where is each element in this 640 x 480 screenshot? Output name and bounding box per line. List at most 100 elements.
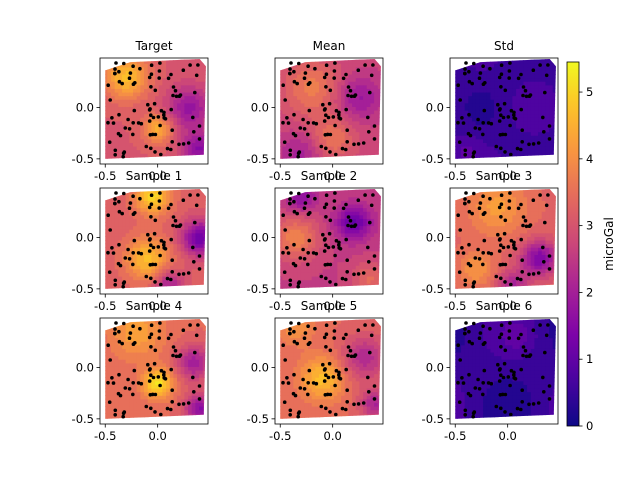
contour-cell — [188, 247, 193, 252]
contour-cell — [359, 113, 364, 118]
contour-cell — [202, 196, 206, 201]
contour-cell — [359, 63, 364, 68]
contour-cell — [311, 225, 316, 230]
contour-cell — [166, 236, 171, 241]
contour-cell — [352, 120, 357, 125]
contour-cell — [333, 84, 338, 89]
contour-cell — [552, 66, 556, 71]
contour-cell — [188, 221, 193, 227]
contour-cell — [105, 106, 108, 111]
contour-cell — [311, 211, 316, 216]
contour-cell — [293, 59, 298, 64]
contour-cell — [308, 265, 313, 270]
contour-cell — [319, 229, 324, 234]
axes-frame — [99, 187, 209, 295]
contour-cell — [202, 149, 206, 154]
contour-cell — [107, 106, 112, 111]
contour-cell — [206, 240, 210, 244]
station-marker — [177, 224, 182, 228]
contour-cell — [133, 99, 138, 104]
contour-cell — [556, 132, 560, 136]
contour-cell — [352, 73, 357, 79]
contour-cell — [508, 120, 513, 125]
contour-cell — [337, 272, 342, 277]
contour-cell — [359, 77, 364, 82]
contour-cell — [330, 265, 335, 270]
contour-cell — [483, 127, 488, 133]
station-marker — [117, 79, 122, 84]
contour-cell — [125, 124, 130, 129]
contour-cell — [377, 59, 381, 64]
contour-cell — [330, 189, 335, 194]
contour-cell — [475, 145, 480, 151]
contour-cell — [129, 239, 134, 245]
contour-cell — [344, 113, 349, 118]
contour-cell — [363, 189, 368, 191]
contour-cell — [326, 207, 331, 212]
contour-cell — [333, 261, 338, 266]
contour-cell — [330, 84, 335, 89]
contour-cell — [374, 236, 379, 241]
contour-cell — [125, 196, 130, 201]
station-marker — [147, 108, 152, 112]
contour-cell — [464, 135, 469, 140]
contour-cell — [541, 117, 547, 122]
contour-cell — [282, 102, 287, 107]
contour-cell — [505, 127, 510, 133]
contour-cell — [282, 73, 287, 79]
contour-cell — [155, 99, 160, 104]
contour-cell — [534, 99, 539, 104]
contour-cell — [377, 99, 381, 104]
contour-cell — [512, 63, 517, 68]
contour-cell — [293, 207, 298, 212]
contour-cell — [468, 145, 473, 151]
contour-cell — [155, 247, 160, 252]
contour-cell — [282, 221, 287, 227]
contour-cell — [370, 261, 375, 266]
contour-cell — [188, 218, 193, 223]
contour-cell — [333, 113, 338, 118]
contour-cell — [330, 279, 335, 284]
contour-cell — [144, 193, 149, 198]
contour-cell — [486, 106, 491, 111]
contour-cell — [377, 283, 381, 288]
contour-cell — [374, 102, 379, 107]
contour-cell — [180, 207, 186, 212]
contour-cell — [184, 117, 189, 122]
contour-cell — [457, 73, 462, 79]
contour-cell — [151, 211, 156, 216]
station-marker — [117, 199, 121, 204]
contour-cell — [114, 218, 119, 223]
contour-cell — [158, 117, 163, 122]
contour-cell — [377, 106, 381, 111]
contour-cell — [144, 127, 149, 133]
contour-cell — [494, 153, 499, 158]
contour-cell — [363, 120, 368, 125]
contour-cell — [381, 283, 385, 287]
contour-cell — [352, 63, 357, 68]
contour-cell — [333, 265, 338, 270]
contour-cell — [136, 153, 141, 158]
contour-cell — [545, 102, 550, 107]
station-marker — [149, 193, 154, 197]
contour-cell — [519, 77, 524, 82]
contour-cell — [195, 247, 200, 252]
contour-cell — [359, 207, 364, 212]
contour-cell — [202, 88, 206, 93]
station-marker — [283, 98, 287, 102]
contour-cell — [169, 149, 174, 154]
contour-cell — [100, 200, 104, 204]
contour-cell — [147, 135, 152, 140]
contour-cell — [333, 218, 338, 223]
contour-cell — [275, 63, 279, 67]
contour-cell — [125, 225, 130, 230]
contour-cell — [519, 88, 524, 93]
contour-cell — [330, 268, 335, 273]
contour-cell — [370, 214, 375, 219]
contour-cell — [549, 149, 554, 154]
contour-cell — [100, 150, 104, 154]
contour-cell — [363, 207, 368, 212]
contour-cell — [199, 268, 204, 273]
contour-cell — [144, 135, 149, 140]
contour-cell — [549, 99, 554, 104]
